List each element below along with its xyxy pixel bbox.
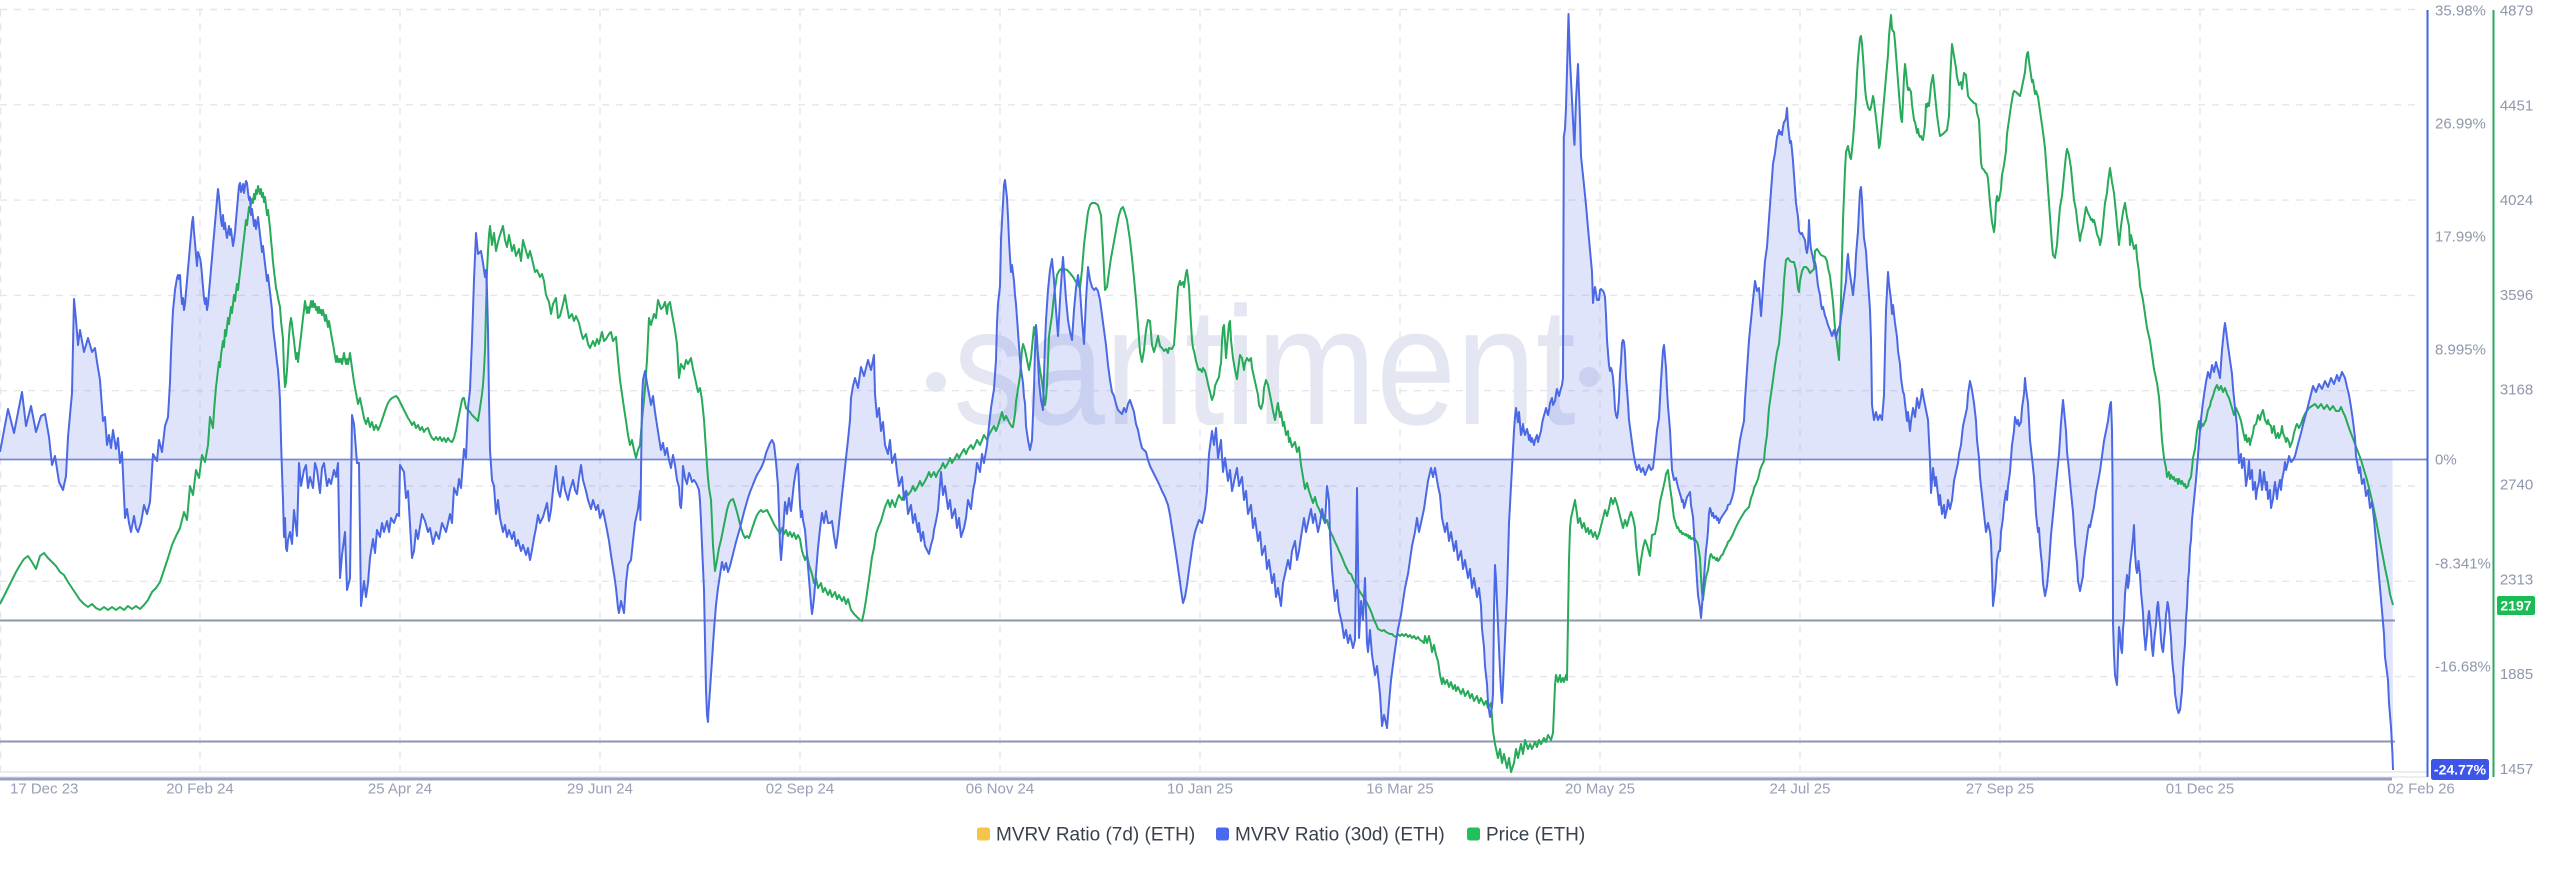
svg-text:02 Feb 26: 02 Feb 26 [2387,781,2455,798]
svg-text:4024: 4024 [2500,192,2533,209]
svg-text:1885: 1885 [2500,666,2533,683]
svg-text:06 Nov 24: 06 Nov 24 [966,781,1034,798]
svg-text:Price (ETH): Price (ETH) [1486,825,1585,846]
svg-text:MVRV Ratio (7d) (ETH): MVRV Ratio (7d) (ETH) [996,825,1195,846]
svg-text:24 Jul 25: 24 Jul 25 [1770,781,1831,798]
svg-text:4879: 4879 [2500,3,2533,20]
svg-text:25 Apr 24: 25 Apr 24 [368,781,432,798]
svg-text:-8.341%: -8.341% [2435,556,2491,573]
svg-text:16 Mar 25: 16 Mar 25 [1366,781,1434,798]
svg-text:17.99%: 17.99% [2435,229,2486,246]
svg-text:01 Dec 25: 01 Dec 25 [2166,781,2234,798]
svg-text:20 May 25: 20 May 25 [1565,781,1635,798]
svg-text:8.995%: 8.995% [2435,342,2486,359]
svg-text:35.98%: 35.98% [2435,3,2486,20]
svg-text:2740: 2740 [2500,477,2533,494]
svg-text:2197: 2197 [2500,598,2531,614]
svg-text:29 Jun 24: 29 Jun 24 [567,781,633,798]
svg-text:2313: 2313 [2500,571,2533,588]
svg-text:-16.68%: -16.68% [2435,659,2491,676]
svg-text:4451: 4451 [2500,97,2533,114]
svg-text:27 Sep 25: 27 Sep 25 [1966,781,2034,798]
svg-text:-24.77%: -24.77% [2434,762,2487,778]
svg-text:0%: 0% [2435,452,2457,469]
svg-text:20 Feb 24: 20 Feb 24 [166,781,234,798]
svg-text:02 Sep 24: 02 Sep 24 [766,781,834,798]
svg-text:1457: 1457 [2500,761,2533,778]
svg-text:26.99%: 26.99% [2435,116,2486,133]
svg-text:santiment: santiment [953,274,1576,461]
svg-text:10 Jan 25: 10 Jan 25 [1167,781,1233,798]
svg-text:3168: 3168 [2500,382,2533,399]
svg-text:3596: 3596 [2500,287,2533,304]
svg-text:MVRV Ratio (30d) (ETH): MVRV Ratio (30d) (ETH) [1235,825,1445,846]
svg-text:17 Dec 23: 17 Dec 23 [10,781,78,798]
